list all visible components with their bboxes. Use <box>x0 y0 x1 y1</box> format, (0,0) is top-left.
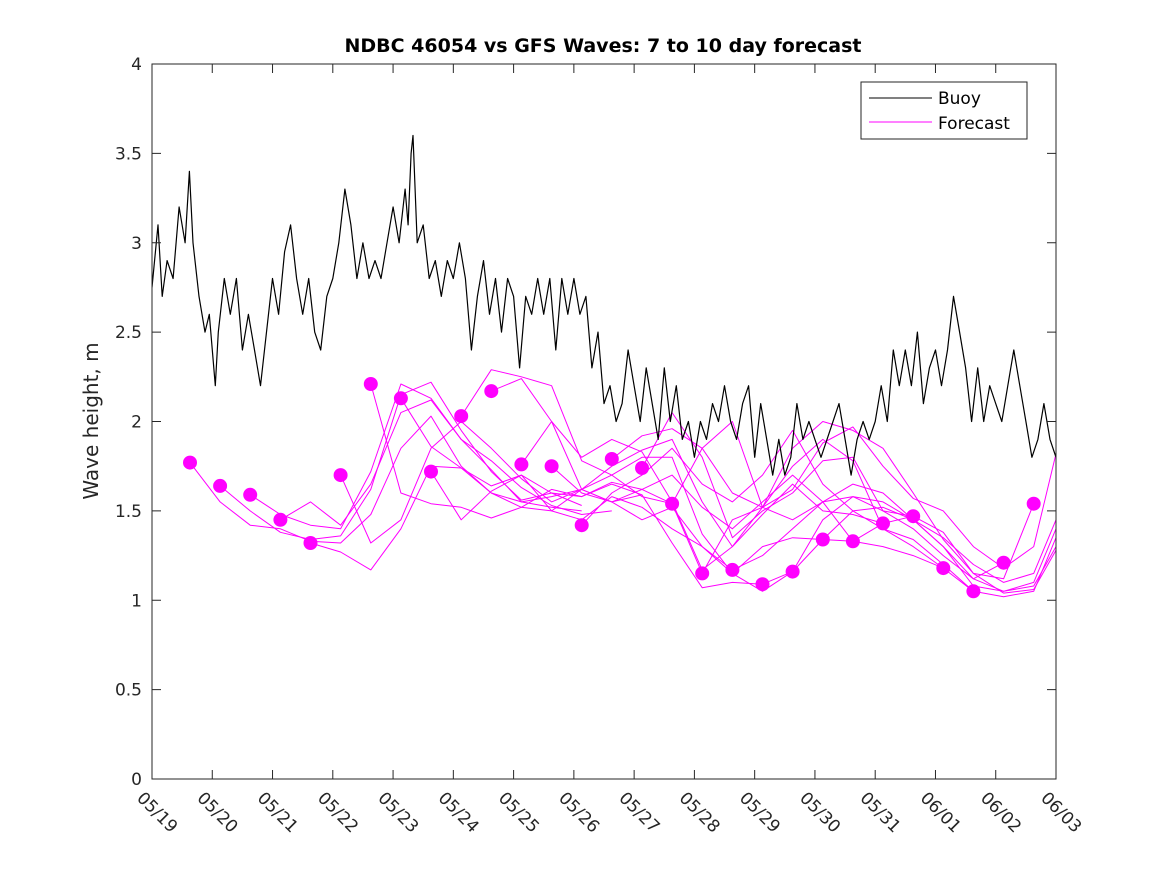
y-tick-label: 3.5 <box>115 144 142 164</box>
forecast-markers <box>183 377 1041 599</box>
forecast-marker <box>424 464 438 479</box>
y-tick-label: 1 <box>131 591 142 611</box>
forecast-marker <box>906 509 921 524</box>
y-tick-label: 0.5 <box>115 681 142 701</box>
y-tick-label: 3 <box>131 234 142 254</box>
forecast-series-line <box>852 537 1056 598</box>
forecast-marker <box>695 566 710 581</box>
forecast-marker <box>755 577 770 592</box>
forecast-series-line <box>520 421 884 548</box>
y-tick-label: 0 <box>131 770 142 790</box>
forecast-series-line <box>641 412 1004 580</box>
forecast-marker <box>665 496 680 511</box>
forecast-series-line <box>611 428 974 592</box>
plot-area <box>152 64 1056 779</box>
forecast-marker <box>876 516 890 531</box>
forecast-series-line <box>732 483 1056 583</box>
forecast-marker <box>785 564 800 579</box>
forecast-series-line <box>249 383 612 530</box>
chart-title: NDBC 46054 vs GFS Waves: 7 to 10 day for… <box>344 35 861 57</box>
forecast-marker <box>514 457 529 472</box>
forecast-marker <box>303 536 318 550</box>
forecast-marker <box>333 468 348 483</box>
forecast-marker <box>845 534 860 549</box>
y-tick-label: 4 <box>131 55 142 75</box>
y-tick-label: 1.5 <box>115 502 142 522</box>
forecast-marker <box>213 478 228 493</box>
forecast-marker <box>604 452 619 466</box>
forecast-marker <box>183 455 197 470</box>
buoy-line <box>152 134 1056 476</box>
forecast-marker <box>484 384 499 399</box>
plot-background <box>152 64 1056 779</box>
legend-forecast-label: Forecast <box>938 114 1010 134</box>
legend: Buoy Forecast <box>860 81 1028 140</box>
forecast-series-line <box>340 421 703 574</box>
forecast-marker <box>815 532 830 547</box>
forecast-marker <box>725 562 740 577</box>
forecast-series-line <box>400 398 763 589</box>
forecast-marker <box>966 584 981 599</box>
buoy-series-line <box>152 134 1056 476</box>
legend-box <box>860 81 1028 140</box>
forecast-marker <box>393 391 408 406</box>
forecast-marker <box>454 409 469 424</box>
forecast-series-line <box>460 369 823 574</box>
forecast-marker <box>363 377 378 391</box>
forecast-marker <box>243 487 258 502</box>
forecast-series-line <box>822 515 1056 594</box>
y-tick-label: 2.5 <box>115 323 142 343</box>
forecast-marker <box>996 555 1011 570</box>
forecast-series-line <box>792 506 1056 592</box>
y-tick-label: 2 <box>131 413 142 433</box>
forecast-marker <box>1026 496 1041 511</box>
forecast-series-line <box>310 465 673 571</box>
y-axis-label: Wave height, m <box>79 342 103 499</box>
forecast-series-line <box>189 415 582 544</box>
legend-buoy-label: Buoy <box>938 89 981 109</box>
forecast-marker <box>273 512 288 527</box>
forecast-marker <box>574 518 589 533</box>
forecast-marker <box>544 459 559 474</box>
forecast-marker <box>936 561 951 576</box>
forecast-marker <box>635 461 649 475</box>
